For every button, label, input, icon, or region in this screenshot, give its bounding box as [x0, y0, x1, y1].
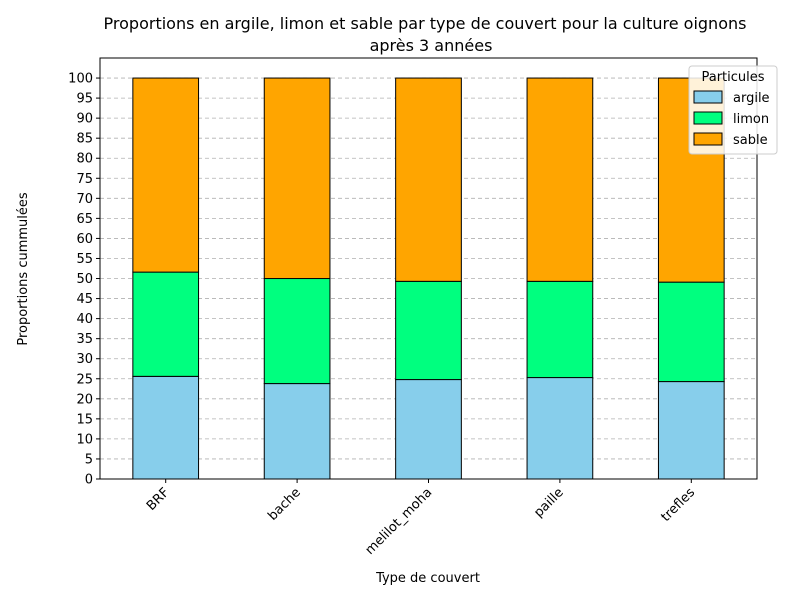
y-tick-label: 15 — [76, 412, 93, 427]
legend-swatch-sable — [693, 132, 723, 146]
legend-label-sable: sable — [733, 133, 768, 148]
bar-sable-BRF — [132, 77, 200, 273]
chart-title-line-1: Proportions en argile, limon et sable pa… — [104, 14, 747, 33]
legend-label-limon: limon — [733, 112, 769, 127]
y-tick-label: 60 — [76, 232, 93, 247]
bar-limon-paille — [526, 280, 594, 379]
y-tick-label: 90 — [76, 112, 93, 127]
legend: Particules argile limon sable — [688, 65, 778, 155]
y-tick-label: 5 — [85, 452, 93, 467]
legend-box — [688, 65, 778, 155]
legend-swatch-argile — [693, 90, 723, 104]
chart-title-line-2: après 3 années — [370, 36, 493, 55]
y-tick-label: 25 — [76, 372, 93, 387]
bar-limon-melilot_moha — [395, 280, 462, 381]
legend-label-argile: argile — [733, 91, 770, 106]
bar-sable-bache — [263, 77, 331, 280]
bar-argile-melilot_moha — [395, 379, 462, 480]
y-tick-label: 30 — [76, 352, 93, 367]
y-tick-label: 100 — [68, 72, 93, 87]
y-tick-label: 40 — [76, 312, 93, 327]
bar-argile-BRF — [132, 375, 200, 480]
y-tick-label: 45 — [76, 292, 93, 307]
x-tick-label: trefles — [658, 485, 698, 525]
x-axis-ticks: BRF bache melilot_moha paille trefles — [144, 479, 698, 558]
y-tick-label: 50 — [76, 272, 93, 287]
bar-limon-bache — [263, 278, 331, 385]
y-axis-ticks: 0 5 10 15 20 25 30 35 40 45 50 55 60 65 70 75 80 85 90 95 10… — [68, 72, 100, 488]
y-tick-label: 20 — [76, 392, 93, 407]
y-tick-label: 70 — [76, 192, 93, 207]
x-tick-label: BRF — [144, 485, 173, 514]
bar-argile-trefles — [657, 381, 725, 480]
y-tick-label: 75 — [76, 172, 93, 187]
y-tick-label: 95 — [76, 92, 93, 107]
grid-lines — [100, 77, 757, 480]
legend-items: argile limon sable — [693, 90, 770, 148]
y-axis-label: Proportions cummulées — [16, 192, 31, 346]
y-tick-label: 0 — [85, 473, 93, 488]
y-tick-label: 85 — [76, 132, 93, 147]
y-tick-label: 10 — [76, 432, 93, 447]
bar-sable-melilot_moha — [395, 77, 462, 282]
y-tick-label: 65 — [76, 212, 93, 227]
bar-limon-BRF — [132, 271, 200, 377]
x-tick-label: melilot_moha — [363, 485, 436, 558]
x-axis-label: Type de couvert — [375, 571, 480, 586]
legend-title: Particules — [701, 70, 764, 85]
x-tick-label: bache — [265, 485, 304, 524]
x-tick-label: paille — [531, 485, 566, 520]
bar-limon-trefles — [657, 281, 725, 383]
y-tick-label: 80 — [76, 152, 93, 167]
bar-sable-paille — [526, 77, 594, 282]
bar-argile-bache — [263, 383, 331, 480]
y-tick-label: 55 — [76, 252, 93, 267]
legend-swatch-limon — [693, 111, 723, 125]
bars — [132, 77, 725, 480]
bar-argile-paille — [526, 377, 594, 480]
y-tick-label: 35 — [76, 332, 93, 347]
